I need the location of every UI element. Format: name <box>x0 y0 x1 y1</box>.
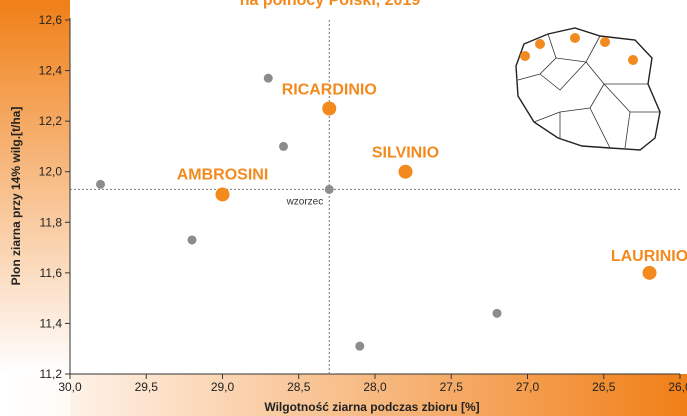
point-label: RICARDINIO <box>282 82 377 99</box>
y-tick-label: 11,8 <box>40 215 63 229</box>
x-tick-label: 28,5 <box>287 380 311 394</box>
poland-map-icon <box>515 27 661 151</box>
y-axis-title: Plon ziarna przy 14% wilg.[t/ha] <box>9 107 23 286</box>
point-label: AMBROSINI <box>177 166 269 183</box>
gray-point <box>263 73 273 83</box>
map-markers <box>520 33 638 65</box>
highlighted-point <box>642 265 657 280</box>
reference-point <box>324 184 334 194</box>
y-tick-label: 12,4 <box>39 64 63 78</box>
point-label: SILVINIO <box>372 145 439 162</box>
x-axis-title: Wilgotność ziarna podczas zbioru [%] <box>264 400 479 414</box>
highlighted-point <box>215 187 230 202</box>
x-tick-label: 27,5 <box>440 380 464 394</box>
x-tick-label: 26,0 <box>668 380 687 394</box>
map-marker-dot <box>520 51 530 61</box>
map-marker-dot <box>570 33 580 43</box>
y-axis-gradient-band <box>0 0 70 374</box>
gray-point <box>492 308 502 318</box>
data-points: RICARDINIO SILVINIO AMBROSINI LAURINIO <box>96 73 687 351</box>
y-tick-label: 12,6 <box>39 13 63 27</box>
axis-ticks: 30,0 29,5 29,0 28,5 28,0 27,5 27,0 26,5 26,0 11,2… <box>39 13 687 394</box>
x-tick-label: 26,5 <box>592 380 616 394</box>
x-tick-label: 27,0 <box>516 380 540 394</box>
gray-point <box>187 235 197 245</box>
highlighted-point <box>322 101 337 116</box>
gray-point <box>355 341 365 351</box>
x-tick-label: 28,0 <box>363 380 387 394</box>
y-tick-label: 11,6 <box>40 266 63 280</box>
x-tick-label: 30,0 <box>58 380 82 394</box>
x-tick-label: 29,0 <box>211 380 235 394</box>
gray-point <box>279 141 288 151</box>
corner-band <box>0 374 70 416</box>
map-marker-dot <box>600 37 610 47</box>
reference-lines <box>70 20 680 374</box>
map-marker-dot <box>535 39 545 49</box>
x-tick-label: 29,5 <box>135 380 159 394</box>
y-tick-label: 11,4 <box>40 316 63 330</box>
y-tick-label: 12,0 <box>39 165 63 179</box>
x-axis-gradient-band <box>0 374 687 416</box>
highlighted-point <box>398 164 413 179</box>
y-tick-label: 12,2 <box>39 114 63 128</box>
map-marker-dot <box>628 55 638 65</box>
y-tick-label: 11,2 <box>40 367 63 381</box>
chart-title: na północy Polski, 2019 <box>240 0 421 9</box>
reference-label: wzorzec <box>286 196 324 207</box>
point-label: LAURINIO <box>611 248 687 265</box>
gray-point <box>96 179 105 189</box>
